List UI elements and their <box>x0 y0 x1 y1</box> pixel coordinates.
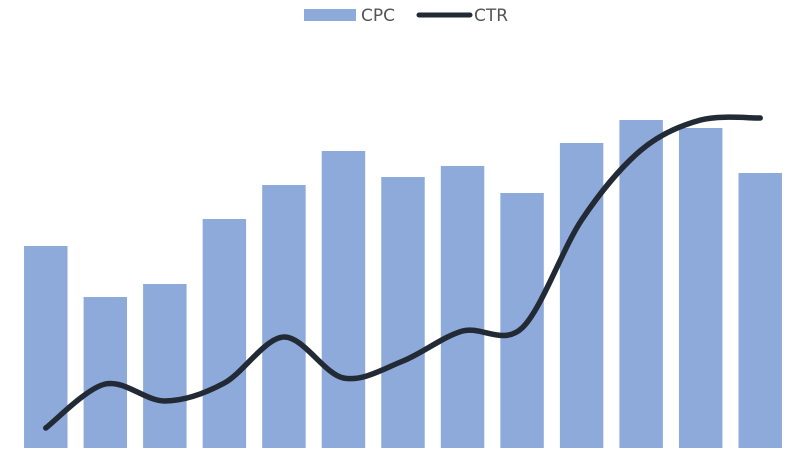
cpc-bars <box>24 120 782 448</box>
legend-label-cpc: CPC <box>361 6 395 26</box>
legend-swatch-cpc <box>304 9 356 21</box>
cpc-bar <box>559 143 604 448</box>
cpc-bar <box>500 193 544 448</box>
cpc-bar <box>262 185 306 448</box>
cpc-bar <box>143 284 187 448</box>
cpc-bar <box>440 166 485 448</box>
cpc-bar <box>321 151 366 448</box>
cpc-bar <box>202 219 247 448</box>
legend-label-ctr: CTR <box>474 6 508 26</box>
cpc-bar <box>678 128 723 448</box>
cpc-bar <box>83 297 128 448</box>
cpc-bar <box>619 120 663 448</box>
cpc-bar <box>381 177 425 448</box>
ctr-line <box>43 114 763 431</box>
legend: CPC CTR <box>304 6 508 26</box>
cpc-bar <box>738 173 782 448</box>
